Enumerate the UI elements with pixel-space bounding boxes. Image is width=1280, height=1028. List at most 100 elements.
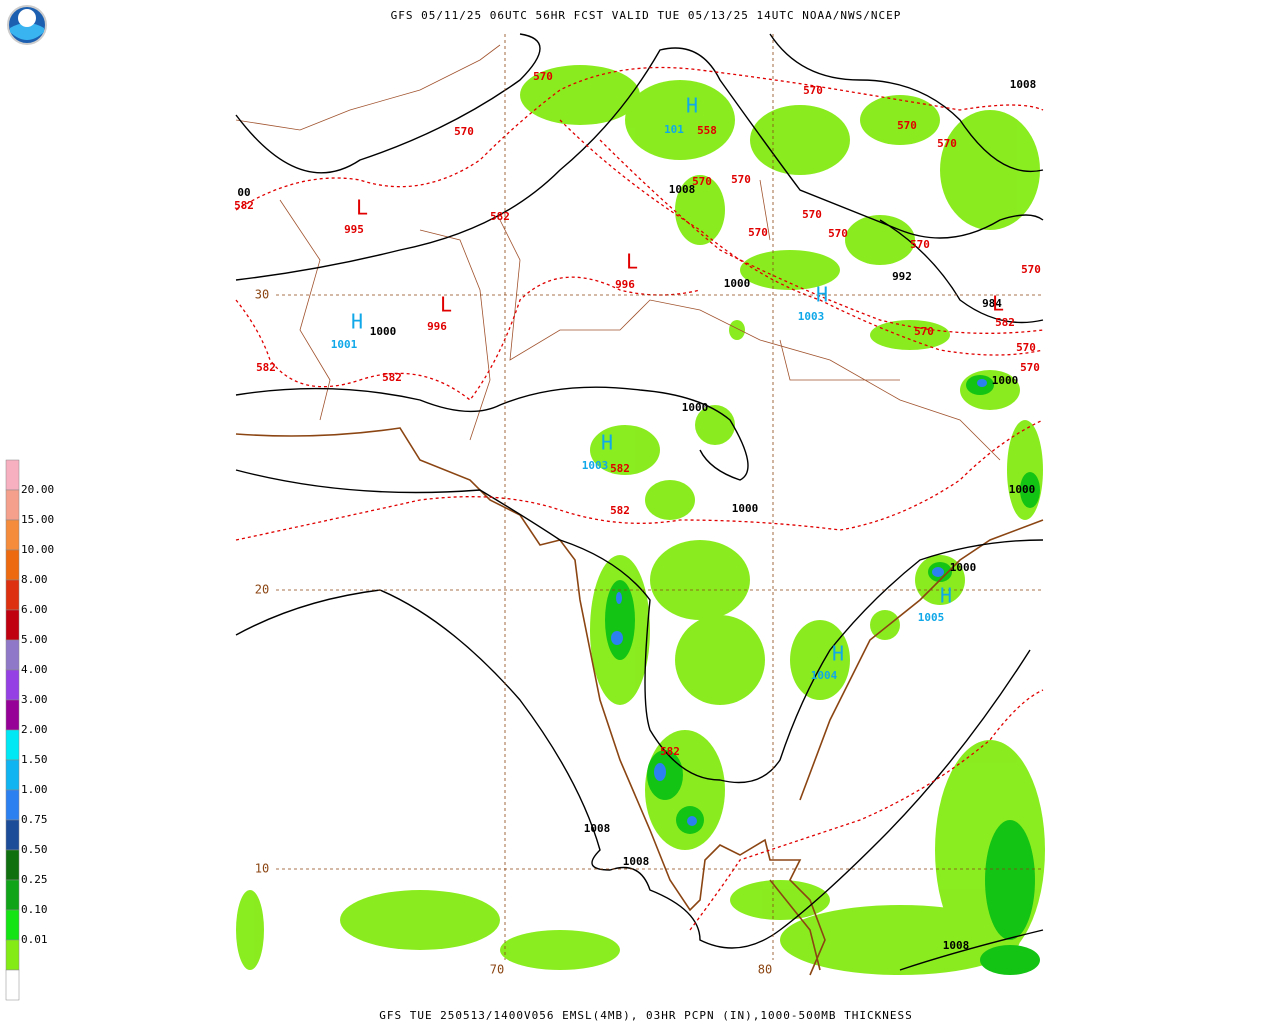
pressure-center: H <box>816 283 828 307</box>
contour-label: 1000 <box>682 401 709 414</box>
contour-label: 1000 <box>1009 483 1036 496</box>
contour-label: 570 <box>897 119 917 132</box>
contour-label: 1004 <box>811 669 838 682</box>
legend-swatch <box>5 849 20 881</box>
thickness-contours <box>235 66 1044 931</box>
contour-label: 570 <box>731 173 751 186</box>
legend-label: 1.50 <box>21 753 48 766</box>
contour-label: 570 <box>1020 361 1040 374</box>
contour-label: 1008 <box>1010 78 1037 91</box>
contour-label: 582 <box>490 210 510 223</box>
legend-swatch <box>5 609 20 641</box>
contour-label: 984 <box>982 297 1002 310</box>
contour-label: 582 <box>610 462 630 475</box>
contour-label: 992 <box>892 270 912 283</box>
map-footer: GFS TUE 250513/1400V056 EMSL(4MB), 03HR … <box>379 1009 913 1022</box>
legend-swatch <box>5 669 20 701</box>
contour-label: 996 <box>615 278 635 291</box>
legend-swatch <box>5 909 20 941</box>
contour-label: 582 <box>234 199 254 212</box>
legend-swatch <box>5 579 20 611</box>
contour-label: 570 <box>533 70 553 83</box>
legend-label: 0.25 <box>21 873 48 886</box>
contour-label: 570 <box>692 175 712 188</box>
contour-label: 582 <box>256 361 276 374</box>
contour-label: 570 <box>937 137 957 150</box>
legend-label: 6.00 <box>21 603 48 616</box>
latitude-label: 20 <box>255 583 269 597</box>
legend-swatch <box>5 729 20 761</box>
contour-label: 1000 <box>370 325 397 338</box>
contour-label: 1008 <box>623 855 650 868</box>
contour-label: 570 <box>454 125 474 138</box>
legend-swatch <box>5 459 20 491</box>
pressure-center: H <box>940 584 952 608</box>
noaa-logo <box>7 5 47 45</box>
legend-swatch <box>5 789 20 821</box>
coastline <box>235 427 1044 976</box>
contour-label: 1000 <box>724 277 751 290</box>
latitude-label: 10 <box>255 862 269 876</box>
legend-swatch <box>5 699 20 731</box>
pressure-center: L <box>626 250 638 274</box>
contour-label: 582 <box>610 504 630 517</box>
legend-swatch <box>5 939 20 971</box>
contour-label: 570 <box>1021 263 1041 276</box>
legend-swatch <box>5 489 20 521</box>
latitude-label: 30 <box>255 288 269 302</box>
legend-label: 0.50 <box>21 843 48 856</box>
map-labels: 1008100810009921000100010001000100010001… <box>234 70 1041 952</box>
contour-label: 1000 <box>950 561 977 574</box>
legend-label: 0.75 <box>21 813 48 826</box>
borders <box>235 44 1001 461</box>
pressure-center: L <box>992 292 1004 316</box>
pressure-center: H <box>351 310 363 334</box>
contour-label: 1003 <box>798 310 825 323</box>
pressure-center: H <box>686 94 698 118</box>
contour-label: 00 <box>237 186 250 199</box>
legend-label: 5.00 <box>21 633 48 646</box>
contour-label: 570 <box>1016 341 1036 354</box>
legend-label: 20.00 <box>21 483 54 496</box>
grid: 30 20 10 70 80 <box>255 34 1043 977</box>
contour-label: 570 <box>748 226 768 239</box>
legend-swatch <box>5 549 20 581</box>
legend-label: 4.00 <box>21 663 48 676</box>
map-title: GFS 05/11/25 06UTC 56HR FCST VALID TUE 0… <box>391 9 902 22</box>
legend-label: 8.00 <box>21 573 48 586</box>
contour-label: 101 <box>664 123 684 136</box>
legend: 20.00 15.00 10.00 8.00 6.00 5.00 4.00 3.00 2.00 1… <box>5 459 54 1001</box>
pressure-center: H <box>832 642 844 666</box>
contour-label: 996 <box>427 320 447 333</box>
contour-label: 995 <box>344 223 364 236</box>
contour-label: 582 <box>660 745 680 758</box>
contour-label: 582 <box>995 316 1015 329</box>
contour-label: 570 <box>828 227 848 240</box>
contour-label: 1000 <box>992 374 1019 387</box>
contour-label: 570 <box>914 325 934 338</box>
contour-label: 570 <box>910 238 930 251</box>
legend-swatch <box>5 879 20 911</box>
contour-label: 1001 <box>331 338 358 351</box>
longitude-label: 70 <box>490 963 504 977</box>
pressure-center: L <box>356 196 368 220</box>
longitude-label: 80 <box>758 963 772 977</box>
legend-label: 0.10 <box>21 903 48 916</box>
contour-label: 582 <box>382 371 402 384</box>
contour-label: 570 <box>803 84 823 97</box>
contour-label: 1000 <box>732 502 759 515</box>
legend-label: 1.00 <box>21 783 48 796</box>
legend-swatch <box>5 519 20 551</box>
legend-label: 0.01 <box>21 933 48 946</box>
legend-label: 2.00 <box>21 723 48 736</box>
isobars <box>235 33 1044 971</box>
pressure-center: H <box>601 431 613 455</box>
legend-swatch <box>5 969 20 1001</box>
contour-label: 1008 <box>584 822 611 835</box>
precipitation-field <box>236 65 1045 975</box>
legend-swatch <box>5 639 20 671</box>
legend-swatch <box>5 759 20 791</box>
contour-label: 1008 <box>943 939 970 952</box>
